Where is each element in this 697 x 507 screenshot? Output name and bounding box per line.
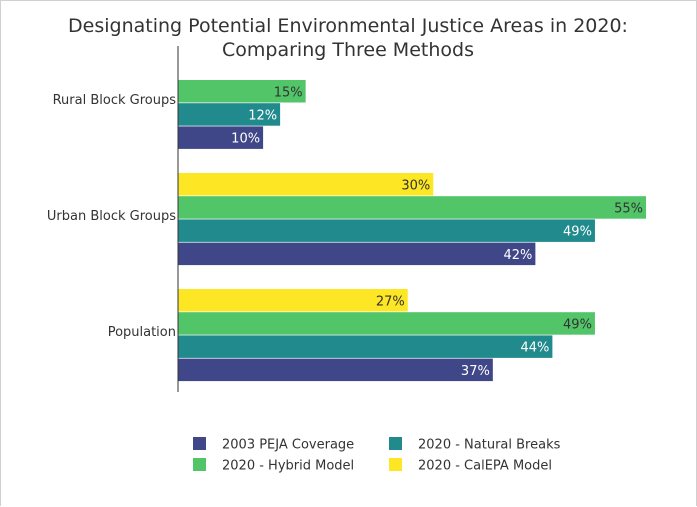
legend-label-2: 2020 - Hybrid Model xyxy=(222,459,354,474)
bar-series2-cat0 xyxy=(178,80,306,103)
bar-value-label-series2-cat1: 55% xyxy=(614,201,643,216)
bar-series0-cat1 xyxy=(178,242,536,266)
legend-label-3: 2020 - CalEPA Model xyxy=(418,459,552,474)
category-label-2: Population xyxy=(108,325,176,340)
bar-value-label-series3-cat2: 27% xyxy=(376,294,405,309)
bar-value-label-series0-cat1: 42% xyxy=(503,248,532,263)
bar-value-label-series2-cat2: 49% xyxy=(563,317,592,332)
bar-series1-cat1 xyxy=(178,219,595,242)
category-label-0: Rural Block Groups xyxy=(53,93,177,108)
chart-title-line-1: Designating Potential Environmental Just… xyxy=(68,15,628,37)
bar-value-label-series0-cat2: 37% xyxy=(461,364,490,379)
legend-swatch-1 xyxy=(389,437,402,450)
bar-value-label-series2-cat0: 15% xyxy=(274,85,303,100)
legend-swatch-0 xyxy=(193,437,206,450)
bar-series0-cat2 xyxy=(178,358,493,382)
bar-series1-cat0 xyxy=(178,103,281,126)
bar-series3-cat2 xyxy=(178,289,408,312)
bar-series0-cat0 xyxy=(178,126,264,149)
category-label-1: Urban Block Groups xyxy=(47,209,176,224)
bar-value-label-series1-cat1: 49% xyxy=(563,225,592,240)
bar-value-label-series1-cat2: 44% xyxy=(520,341,549,356)
legend-swatch-2 xyxy=(193,458,206,471)
chart-title-line-2: Comparing Three Methods xyxy=(222,39,474,61)
bar-series3-cat1 xyxy=(178,173,434,196)
bar-series2-cat2 xyxy=(178,312,595,335)
legend-label-0: 2003 PEJA Coverage xyxy=(222,438,354,453)
bar-value-label-series3-cat1: 30% xyxy=(401,178,430,193)
legend-label-1: 2020 - Natural Breaks xyxy=(418,438,561,453)
bar-value-label-series0-cat0: 10% xyxy=(231,132,260,147)
bar-series2-cat1 xyxy=(178,196,646,219)
bar-series1-cat2 xyxy=(178,335,553,358)
bar-value-label-series1-cat0: 12% xyxy=(248,108,277,123)
legend-swatch-3 xyxy=(389,458,402,471)
